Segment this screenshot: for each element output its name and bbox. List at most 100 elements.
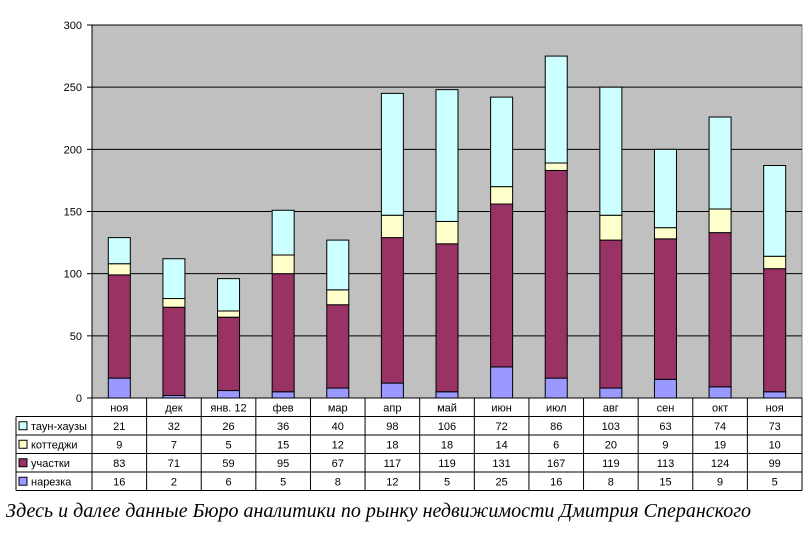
bar-segment <box>490 203 514 368</box>
table-value: 73 <box>769 421 781 433</box>
bar-segment <box>217 316 241 392</box>
bar-segment <box>162 298 186 308</box>
y-tick-label: 200 <box>64 144 82 156</box>
bar-segment <box>435 391 459 399</box>
table-value: 21 <box>113 421 125 433</box>
table-value: 16 <box>550 476 562 488</box>
table-value: 117 <box>384 458 402 470</box>
table-value: 124 <box>711 458 729 470</box>
bar-segment <box>380 237 404 384</box>
table-value: 98 <box>386 421 398 433</box>
bar-segment <box>107 377 131 399</box>
table-value: 86 <box>550 421 562 433</box>
category-label: фев <box>273 402 294 414</box>
table-value: 99 <box>769 458 781 470</box>
bar-segment <box>217 310 241 318</box>
bar-segment <box>763 164 787 257</box>
bar-segment <box>271 391 295 399</box>
bar-segment <box>708 208 732 234</box>
legend-swatch <box>18 439 28 449</box>
y-tick-label: 150 <box>64 207 82 219</box>
bar-segment <box>544 55 568 164</box>
table-value: 113 <box>657 458 675 470</box>
bar-segment <box>599 387 623 399</box>
table-value: 2 <box>171 476 177 488</box>
bar-segment <box>326 304 350 389</box>
category-label: июл <box>546 402 567 414</box>
bar-segment <box>490 96 514 188</box>
bar-segment <box>107 274 131 379</box>
category-label: апр <box>383 402 401 414</box>
category-label: дек <box>165 402 183 414</box>
table-value: 15 <box>659 476 671 488</box>
table-value: 5 <box>225 439 231 451</box>
table-value: 5 <box>444 476 450 488</box>
bar-segment <box>599 239 623 389</box>
stacked-bar-chart: 0 50 100 150 200 250 300 ноя дек янв. 12 фев мар ап… <box>15 20 803 491</box>
table-value: 18 <box>386 439 398 451</box>
y-axis: 0 50 100 150 200 250 300 <box>64 20 93 405</box>
table-value: 19 <box>714 439 726 451</box>
table-value: 5 <box>280 476 286 488</box>
bar-segment <box>599 86 623 216</box>
table-value: 72 <box>495 421 507 433</box>
category-label: май <box>437 402 457 414</box>
category-label: сен <box>657 402 675 414</box>
legend-swatch <box>18 476 28 486</box>
bar-segment <box>599 214 623 241</box>
bar-segment <box>107 263 131 276</box>
category-label: янв. 12 <box>210 402 246 414</box>
bar-segment <box>380 214 404 239</box>
table-value: 15 <box>277 439 289 451</box>
table-value: 26 <box>222 421 234 433</box>
bar-segment <box>326 387 350 399</box>
table-value: 131 <box>492 458 510 470</box>
table-value: 95 <box>277 458 289 470</box>
bar-segment <box>271 254 295 275</box>
bar-segment <box>544 162 568 171</box>
bar-segment <box>653 238 677 380</box>
table-value: 12 <box>332 439 344 451</box>
table-value: 8 <box>335 476 341 488</box>
table-value: 9 <box>116 439 122 451</box>
bar-segment <box>435 243 459 393</box>
table-value: 36 <box>277 421 289 433</box>
category-label: ноя <box>766 402 784 414</box>
bar-segment <box>380 382 404 399</box>
category-label: окт <box>712 402 728 414</box>
category-label: ноя <box>110 402 128 414</box>
bar-segment <box>544 377 568 399</box>
table-value: 5 <box>772 476 778 488</box>
bar-segment <box>326 239 350 291</box>
legend-label: нарезка <box>31 476 72 488</box>
y-tick-label: 50 <box>70 331 82 343</box>
legend-swatch <box>18 421 28 431</box>
table-value: 8 <box>608 476 614 488</box>
bar-segment <box>435 220 459 245</box>
table-value: 20 <box>605 439 617 451</box>
bar-segment <box>490 366 514 399</box>
table-value: 10 <box>769 439 781 451</box>
bar-segment <box>380 92 404 216</box>
table-value: 167 <box>547 458 565 470</box>
bar-segment <box>763 255 787 270</box>
table-value: 6 <box>553 439 559 451</box>
bar-segment <box>271 273 295 393</box>
bar-segment <box>708 386 732 399</box>
category-label: мар <box>328 402 348 414</box>
table-value: 103 <box>602 421 620 433</box>
bar-segment <box>326 289 350 306</box>
table-value: 16 <box>113 476 125 488</box>
legend-label: таун-хаузы <box>31 421 87 433</box>
bar-segment <box>763 268 787 393</box>
chart-caption: Здесь и далее данные Бюро аналитики по р… <box>6 500 752 522</box>
table-value: 12 <box>386 476 398 488</box>
y-tick-label: 100 <box>64 269 82 281</box>
legend-label: участки <box>31 458 70 470</box>
table-value: 25 <box>495 476 507 488</box>
bar-segment <box>653 378 677 399</box>
table-value: 119 <box>602 458 620 470</box>
table-value: 9 <box>717 476 723 488</box>
bar-segment <box>653 227 677 240</box>
table-value: 67 <box>332 458 344 470</box>
